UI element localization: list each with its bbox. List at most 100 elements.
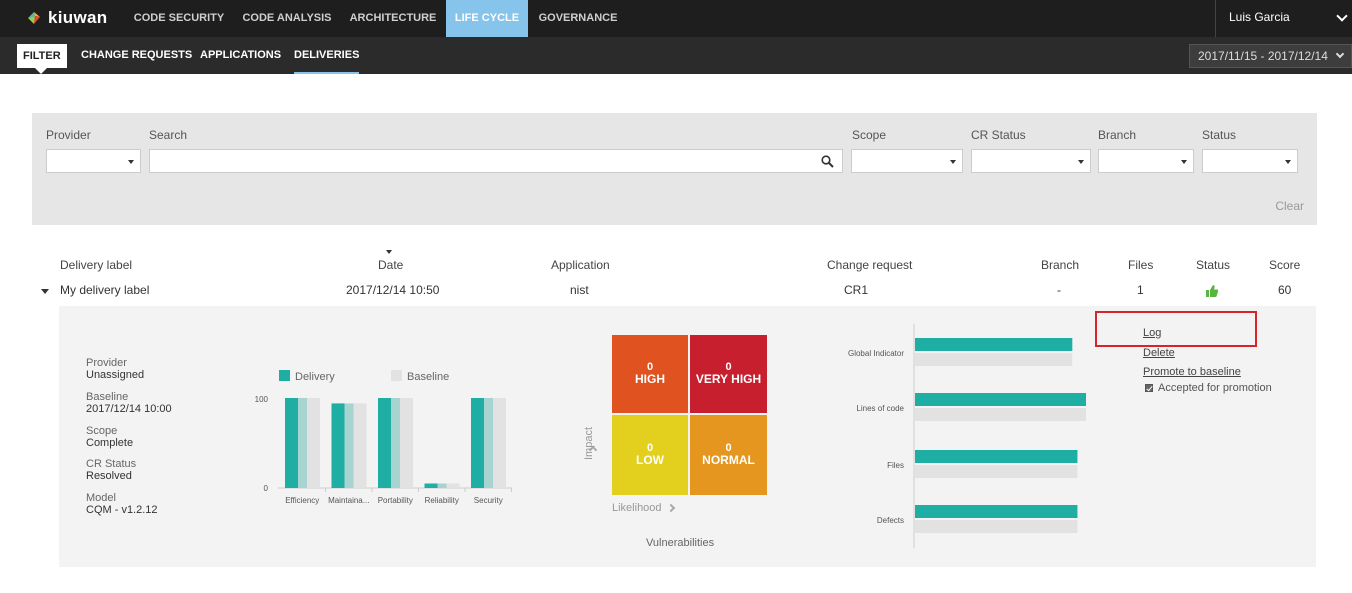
legend-delivery-label: Delivery [295,371,335,383]
provider-label: Provider [46,128,91,142]
row-score: 60 [1278,283,1292,297]
nav-governance[interactable]: GOVERNANCE [538,12,618,24]
bar-delivery [285,398,298,488]
status-select[interactable] [1202,149,1298,173]
log-link[interactable]: Log [1143,327,1162,339]
nav-life-cycle[interactable]: LIFE CYCLE [446,0,528,37]
branch-label: Branch [1098,128,1137,142]
col-header-delivery-label[interactable]: Delivery label [60,258,133,272]
user-name: Luis Garcia [1229,10,1290,24]
legend-baseline-label: Baseline [407,371,450,383]
date-range-value: 2017/11/15 - 2017/12/14 [1198,49,1328,63]
meta-provider-label: Provider [86,357,127,369]
bar-baseline [307,398,320,488]
filter-tab[interactable]: FILTER [17,44,67,68]
accepted-for-promotion-checkbox[interactable] [1145,384,1153,392]
col-header-date[interactable]: Date [378,258,404,272]
row-application: nist [570,283,589,297]
provider-select[interactable] [46,149,141,173]
risk-cell-low[interactable]: 0 LOW [612,415,688,495]
col-header-score[interactable]: Score [1269,258,1301,272]
meta-baseline-value: 2017/12/14 10:00 [86,403,172,415]
bar-delivery [424,483,438,488]
bar-baseline-overlap [484,398,493,488]
status-label: Status [1202,128,1237,142]
x-tick-label: Reliability [425,496,459,505]
search-label: Search [149,128,188,142]
promote-to-baseline-link[interactable]: Promote to baseline [1143,366,1241,378]
category-label: Lines of code [856,404,904,413]
brand-name: kiuwan [48,8,108,27]
filter-panel: Provider Search Scope CR Status Branch S… [32,113,1317,225]
hbar-delivery [915,450,1078,463]
likelihood-axis-label: Likelihood [612,502,662,514]
risk-cell-high[interactable]: 0 HIGH [612,335,688,413]
top-navigation-bar: kiuwan CODE SECURITY CODE ANALYSIS ARCHI… [0,0,1352,37]
cr-status-select[interactable] [971,149,1091,173]
hbar-baseline [915,465,1078,478]
meta-cr-status-value: Resolved [86,470,132,482]
meta-model-label: Model [86,492,116,504]
meta-model-value: CQM - v1.2.12 [86,504,158,516]
bar-baseline [353,403,367,488]
risk-normal-count: 0 [725,441,732,454]
branch-select[interactable] [1098,149,1194,173]
hbar-baseline [915,408,1086,421]
col-header-application[interactable]: Application [551,258,610,272]
caret-down-icon [1181,160,1187,164]
category-label: Files [887,461,904,470]
meta-baseline-label: Baseline [86,391,129,403]
x-tick-label: Efficiency [285,496,319,505]
y-tick-label: 0 [264,484,269,493]
risk-low-label: LOW [636,453,664,468]
col-header-change-request[interactable]: Change request [827,258,913,272]
caret-down-icon [1285,160,1291,164]
legend-delivery-swatch [279,370,290,381]
meta-provider-value: Unassigned [86,369,145,381]
kiuwan-logo[interactable]: kiuwan [26,8,107,28]
nav-architecture[interactable]: ARCHITECTURE [349,12,437,24]
col-header-files[interactable]: Files [1128,258,1154,272]
risk-cell-normal[interactable]: 0 NORMAL [690,415,767,495]
nav-code-security[interactable]: CODE SECURITY [133,12,225,24]
category-label: Global Indicator [848,349,904,358]
scope-select[interactable] [851,149,963,173]
clear-link[interactable]: Clear [1275,199,1304,213]
date-range-select[interactable]: 2017/11/15 - 2017/12/14 [1189,44,1352,68]
bar-baseline-overlap [344,403,354,488]
nav-code-analysis[interactable]: CODE ANALYSIS [242,12,332,24]
user-menu[interactable]: Luis Garcia [1215,0,1352,37]
hbar-baseline [915,520,1078,533]
caret-down-icon [950,160,956,164]
search-input[interactable] [149,149,843,173]
row-expand-caret-icon[interactable] [41,289,49,294]
bar-baseline-overlap [391,398,400,488]
thumbs-up-icon [1206,285,1219,297]
risk-cell-very-high[interactable]: 0 VERY HIGH [690,335,767,413]
row-delivery-label[interactable]: My delivery label [60,283,150,297]
risk-very-high-count: 0 [725,360,732,373]
subnav-deliveries[interactable]: DELIVERIES [294,37,360,74]
bar-baseline [493,398,506,488]
row-files: 1 [1137,283,1144,297]
subnav-change-requests[interactable]: CHANGE REQUESTS [81,49,193,61]
bar-baseline [400,398,413,488]
subnav-applications[interactable]: APPLICATIONS [200,49,282,61]
x-tick-label: Maintaina... [328,496,369,505]
hbar-baseline [915,353,1073,366]
risk-normal-label: NORMAL [702,453,755,468]
search-icon[interactable] [821,155,834,168]
row-date: 2017/12/14 10:50 [346,283,440,297]
sub-navigation-bar: FILTER CHANGE REQUESTS APPLICATIONS DELI… [0,37,1352,74]
vulnerabilities-title: Vulnerabilities [646,537,715,549]
caret-down-icon [128,160,134,164]
delete-link[interactable]: Delete [1143,347,1175,359]
bar-delivery [331,403,345,488]
col-header-status[interactable]: Status [1196,258,1231,272]
impact-axis-label: Impact [583,426,595,460]
meta-scope-label: Scope [86,425,118,437]
x-tick-label: Security [474,496,503,505]
col-header-branch[interactable]: Branch [1041,258,1080,272]
bar-delivery [471,398,484,488]
caret-down-icon [1078,160,1084,164]
